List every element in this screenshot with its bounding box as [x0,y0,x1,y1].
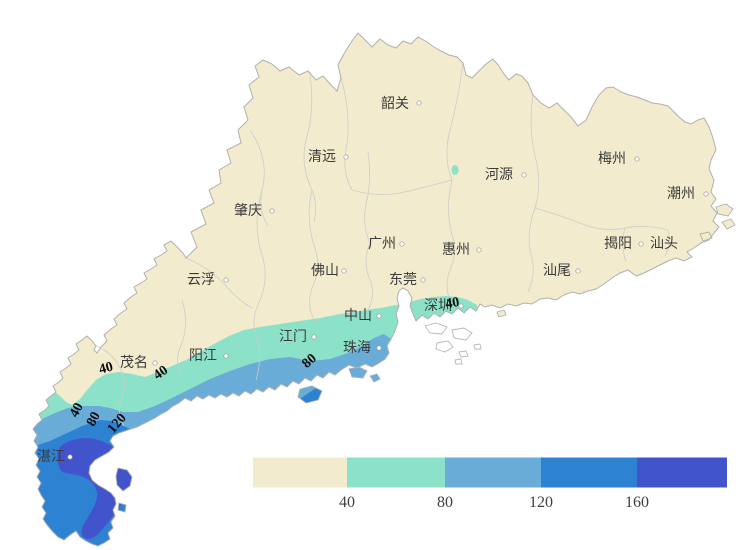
city-marker-1 [343,154,349,160]
city-marker-4 [521,172,527,178]
city-marker-11 [399,241,405,247]
city-marker-19 [152,360,158,366]
legend-swatch-4 [637,457,727,488]
heyuan-rain-spot [451,165,459,175]
city-label-10: 惠州 [442,242,470,258]
city-label-5: 梅州 [598,151,626,167]
city-label-8: 汕头 [650,236,678,252]
city-marker-16 [376,345,382,351]
city-label-12: 佛山 [311,263,339,279]
city-marker-17 [311,334,317,340]
contour-value-label-6: 40 [444,295,460,312]
city-marker-20 [67,454,73,460]
city-label-15: 中山 [344,308,372,324]
city-label-19: 茂名 [120,354,148,371]
city-marker-9 [575,268,581,274]
legend-swatch-3 [541,457,637,488]
city-label-11: 广州 [368,236,396,252]
city-label-7: 揭阳 [604,236,632,252]
city-label-0: 韶关 [381,96,409,112]
city-marker-15 [376,313,382,319]
city-marker-5 [634,156,640,162]
legend-swatch-0 [253,457,347,488]
prefecture-borders [95,62,670,427]
contour-value-label-0: 40 [97,360,114,378]
city-marker-13 [420,277,426,283]
legend-tick-0: 40 [339,494,355,511]
city-marker-12 [341,268,347,274]
city-label-9: 汕尾 [543,263,571,279]
legend-swatch-1 [347,457,445,488]
city-marker-10 [476,247,482,253]
city-marker-0 [416,100,422,106]
city-label-6: 潮州 [667,186,695,202]
city-marker-3 [223,277,229,283]
legend: 40 80 120 160 [253,457,727,511]
city-label-1: 清远 [308,149,336,165]
city-label-16: 珠海 [343,340,371,356]
legend-tick-2: 120 [529,494,553,511]
city-marker-14 [458,303,464,309]
hongkong-islands [424,322,482,365]
city-label-20: 湛江 [37,449,65,465]
legend-swatch-2 [445,457,541,488]
contour-value-label-3: 80 [84,410,104,429]
contour-value-label-2: 40 [67,401,87,420]
city-label-2: 肇庆 [234,203,262,219]
city-marker-18 [223,353,229,359]
city-label-3: 云浮 [187,272,215,288]
legend-tick-3: 160 [625,494,649,511]
city-label-4: 河源 [485,167,513,183]
city-marker-7 [638,241,644,247]
city-marker-6 [703,191,709,197]
city-label-17: 江门 [279,329,307,345]
city-label-18: 阳江 [189,348,217,364]
city-marker-2 [269,208,275,214]
city-label-14: 深圳 [424,298,452,314]
legend-tick-1: 80 [437,494,453,511]
city-label-13: 东莞 [389,272,417,288]
